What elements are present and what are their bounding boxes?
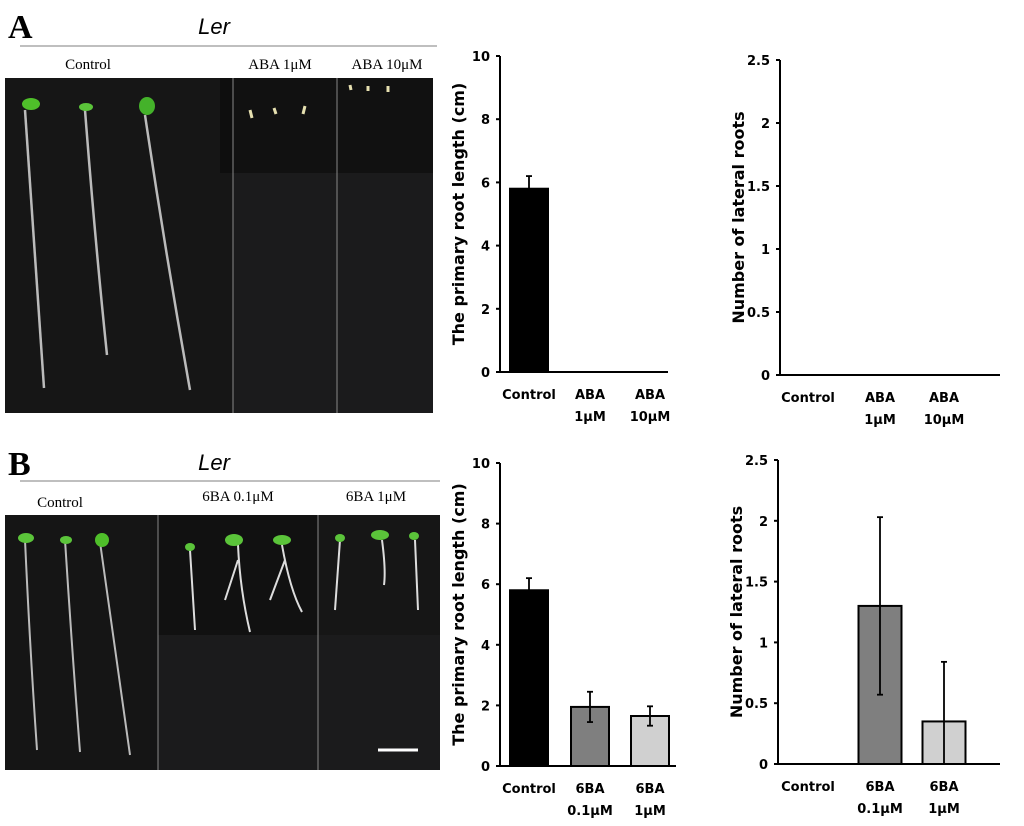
x-tick-label: 0.1μM bbox=[567, 804, 613, 819]
photo-label: Control bbox=[37, 495, 83, 511]
y-tick-label: 1.5 bbox=[747, 180, 770, 195]
x-tick-label: Control bbox=[781, 391, 835, 406]
x-tick-label: Control bbox=[781, 780, 835, 795]
y-tick-label: 8 bbox=[481, 518, 490, 533]
x-tick-label: ABA bbox=[865, 391, 895, 406]
y-tick-label: 8 bbox=[481, 113, 490, 128]
x-tick-label: 1μM bbox=[574, 410, 606, 425]
y-tick-label: 6 bbox=[481, 176, 490, 191]
x-tick-label: 6BA bbox=[929, 780, 958, 795]
y-tick-label: 10 bbox=[472, 50, 490, 65]
x-tick-label: ABA bbox=[635, 388, 665, 403]
photo-label: 6BA 0.1μM bbox=[202, 489, 273, 505]
x-tick-label: 0.1μM bbox=[857, 802, 903, 817]
y-tick-label: 0 bbox=[759, 758, 768, 773]
x-tick-label: 1μM bbox=[864, 413, 896, 428]
y-tick-label: 4 bbox=[481, 639, 490, 654]
x-tick-label: 1μM bbox=[928, 802, 960, 817]
y-tick-label: 2 bbox=[759, 515, 768, 530]
y-tick-label: 0 bbox=[481, 366, 490, 381]
y-tick-label: 0.5 bbox=[745, 697, 768, 712]
y-tick-label: 0.5 bbox=[747, 306, 770, 321]
panel-letter-a: A bbox=[8, 9, 33, 46]
y-tick-label: 1 bbox=[761, 243, 770, 258]
bar-chart-B-primary: 0 2 4 6 8 10 The primary root length (cm) Contr… bbox=[449, 457, 676, 819]
x-tick-label: 6BA bbox=[635, 782, 664, 797]
x-tick-label: 1μM bbox=[634, 804, 666, 819]
bar bbox=[509, 589, 549, 768]
bar bbox=[509, 187, 549, 373]
y-tick-label: 1 bbox=[759, 636, 768, 651]
genotype-label-b: Ler bbox=[198, 450, 231, 475]
y-tick-label: 6 bbox=[481, 578, 490, 593]
y-axis-label: The primary root length (cm) bbox=[449, 483, 468, 746]
y-tick-label: 2.5 bbox=[745, 454, 768, 469]
x-tick-label: 10μM bbox=[630, 410, 671, 425]
x-tick-label: 6BA bbox=[865, 780, 894, 795]
bar-chart-A-primary: 0 2 4 6 8 10 The primary root length (cm) Contr… bbox=[449, 50, 670, 425]
y-tick-label: 2 bbox=[761, 117, 770, 132]
photo-label: 6BA 1μM bbox=[346, 489, 406, 505]
y-axis-label: The primary root length (cm) bbox=[449, 83, 468, 346]
y-tick-label: 0 bbox=[761, 369, 770, 384]
panel-letter-b: B bbox=[8, 446, 31, 483]
x-tick-label: ABA bbox=[929, 391, 959, 406]
y-tick-label: 2 bbox=[481, 303, 490, 318]
bar-chart-B-lateral: 0 0.5 1 1.5 2 2.5 Number of lateral roots Contr… bbox=[727, 454, 1000, 817]
photo-label: Control bbox=[65, 57, 111, 73]
y-tick-label: 10 bbox=[472, 457, 490, 472]
photo-label: ABA 10μM bbox=[352, 57, 423, 73]
x-tick-label: 10μM bbox=[924, 413, 965, 428]
x-tick-label: 6BA bbox=[575, 782, 604, 797]
seedling-photo-b bbox=[5, 515, 440, 770]
bar-chart-A-lateral: 0 0.5 1 1.5 2 2.5 Number of lateral roots Contr… bbox=[729, 54, 1000, 428]
y-tick-label: 2.5 bbox=[747, 54, 770, 69]
y-tick-label: 2 bbox=[481, 699, 490, 714]
y-tick-label: 0 bbox=[481, 760, 490, 775]
x-tick-label: ABA bbox=[575, 388, 605, 403]
y-tick-label: 1.5 bbox=[745, 576, 768, 591]
seedling-photo-a bbox=[5, 78, 433, 413]
y-axis-label: Number of lateral roots bbox=[729, 111, 748, 323]
y-tick-label: 4 bbox=[481, 240, 490, 255]
x-tick-label: Control bbox=[502, 782, 556, 797]
y-axis-label: Number of lateral roots bbox=[727, 506, 746, 718]
genotype-label-a: Ler bbox=[198, 14, 231, 39]
x-tick-label: Control bbox=[502, 388, 556, 403]
photo-label: ABA 1μM bbox=[248, 57, 311, 73]
